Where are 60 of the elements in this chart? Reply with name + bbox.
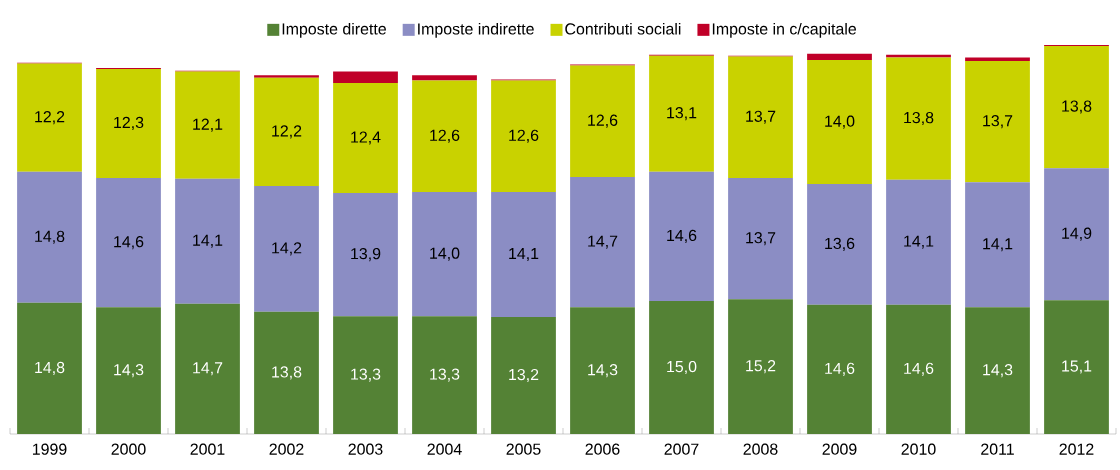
data-label: 13,7 (983, 115, 1013, 129)
x-tick-label: 2003 (348, 443, 383, 455)
data-label: 13,2 (509, 368, 539, 383)
x-tick-label: 1999 (32, 443, 67, 455)
x-tick-label: 2009 (822, 443, 857, 455)
x-tick-label: 2006 (585, 443, 620, 455)
data-label: 14,1 (983, 238, 1013, 252)
data-label: 14,6 (667, 229, 697, 243)
data-label: 13,6 (825, 237, 855, 251)
data-label: 14,3 (114, 364, 144, 378)
data-label: 14,6 (825, 362, 855, 376)
data-label: 12,1 (193, 118, 223, 132)
data-label: 12,6 (588, 114, 618, 128)
legend-label: Imposte indirette (418, 22, 534, 38)
data-label: 13,3 (351, 368, 381, 382)
data-label: 12,6 (430, 129, 460, 143)
data-label: 14,8 (35, 230, 65, 244)
data-label: 12,2 (272, 125, 302, 139)
data-label: 14,7 (588, 235, 618, 249)
data-label: 14,6 (114, 236, 144, 250)
x-tick-label: 2004 (427, 443, 462, 455)
data-label: 13,8 (272, 366, 302, 380)
x-tick-label: 2010 (901, 443, 936, 455)
x-tick-label: 2000 (111, 443, 146, 455)
data-label: 12,3 (114, 116, 144, 130)
data-label: 14,1 (904, 235, 934, 249)
data-label: 14,1 (193, 234, 223, 248)
data-label: 13,7 (746, 232, 776, 246)
data-label: 14,9 (1062, 227, 1092, 241)
x-tick-label: 2005 (506, 443, 541, 455)
data-label: 14,0 (825, 115, 855, 129)
data-label: 15,1 (1062, 360, 1092, 374)
x-tick-label: 2011 (981, 443, 1014, 455)
legend-label: Imposte in c/capitale (712, 22, 856, 38)
data-label: 14,0 (430, 247, 460, 261)
data-label: 13,9 (351, 247, 381, 262)
data-label: 14,7 (193, 362, 223, 376)
data-label: 14,1 (509, 248, 539, 262)
data-label: 13,3 (430, 368, 460, 382)
legend-label: Imposte dirette (282, 22, 386, 38)
data-label: 12,4 (351, 131, 381, 145)
data-label: 15,2 (746, 360, 776, 374)
x-tick-label: 2007 (664, 443, 699, 455)
x-tick-label: 2001 (190, 443, 225, 455)
data-label: 12,6 (509, 129, 539, 143)
x-tick-label: 2012 (1059, 443, 1094, 455)
data-label: 14,3 (983, 364, 1013, 378)
data-label: 14,8 (35, 361, 65, 375)
data-label: 13,7 (746, 110, 776, 124)
data-label: 14,2 (272, 242, 302, 256)
data-label: 13,8 (904, 111, 934, 126)
x-tick-label: 2008 (743, 443, 778, 455)
data-label: 13,1 (667, 107, 697, 121)
data-label: 15,0 (667, 360, 697, 375)
data-label: 13,8 (1062, 100, 1092, 114)
legend-label: Contributi sociali (565, 22, 681, 35)
data-label: 14,6 (904, 362, 934, 376)
data-label: 12,2 (35, 111, 65, 125)
x-tick-label: 2002 (269, 443, 304, 455)
data-label: 14,3 (588, 364, 618, 378)
